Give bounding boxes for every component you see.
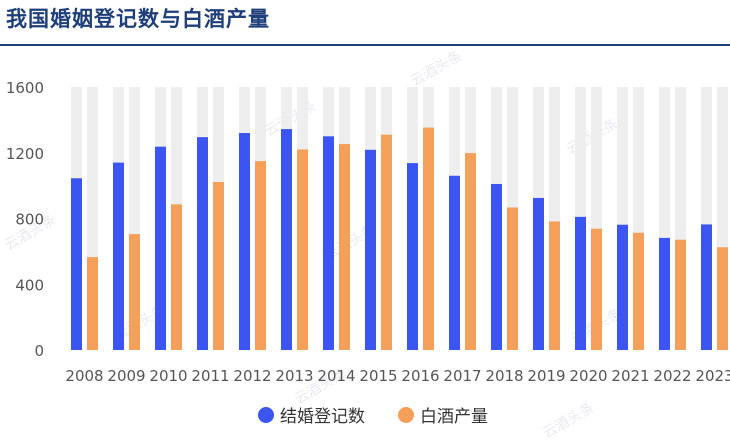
- baijiu-bar: [297, 149, 308, 350]
- bar-track: [549, 87, 560, 350]
- baijiu-bar: [129, 234, 140, 350]
- marriage-bar: [533, 197, 544, 350]
- baijiu-bar: [549, 221, 560, 350]
- x-tick-label: 2015: [359, 367, 397, 385]
- y-tick-label: 400: [15, 276, 44, 294]
- baijiu-bar: [381, 134, 392, 350]
- bar-track: [617, 87, 628, 350]
- baijiu-bar: [171, 204, 182, 350]
- title-underline: [0, 44, 730, 46]
- legend-label-marriage: 结婚登记数: [280, 407, 365, 427]
- baijiu-bar: [675, 239, 686, 350]
- chart-title: 我国婚姻登记数与白酒产量: [6, 7, 270, 31]
- baijiu-bar: [717, 247, 728, 350]
- baijiu-bar: [339, 144, 350, 350]
- legend-marker-baijiu: [398, 406, 414, 423]
- x-tick-label: 2011: [191, 367, 229, 385]
- x-tick-label: 2016: [401, 367, 439, 385]
- legend: 白酒产量: [398, 402, 488, 427]
- bar-track: [633, 87, 644, 350]
- baijiu-bar: [213, 182, 224, 350]
- bar-track: [87, 87, 98, 350]
- marriage-bar: [365, 149, 376, 350]
- x-tick-label: 2018: [485, 367, 523, 385]
- x-tick-label: 2017: [443, 367, 481, 385]
- bar-chart: 0 400 800 1200 1600 2008 2009 2010 2011 2012 2013…: [6, 79, 730, 385]
- marriage-bar: [491, 183, 502, 350]
- baijiu-bar: [255, 161, 266, 350]
- bar-track: [717, 87, 728, 350]
- x-tick-label: 2009: [107, 367, 145, 385]
- legend: 结婚登记数: [258, 402, 365, 427]
- y-tick-label: 1600: [6, 79, 44, 97]
- y-tick-label: 0: [34, 342, 44, 360]
- bar-track: [701, 87, 712, 350]
- marriage-bar: [155, 146, 166, 350]
- marriage-bar: [449, 175, 460, 350]
- bar-track: [659, 87, 670, 350]
- marriage-bar: [281, 129, 292, 350]
- x-tick-label: 2019: [527, 367, 565, 385]
- x-tick-label: 2012: [233, 367, 271, 385]
- marriage-bar: [71, 178, 82, 350]
- baijiu-bar: [633, 232, 644, 350]
- x-tick-label: 2023: [695, 367, 730, 385]
- marriage-bar: [617, 224, 628, 350]
- legend-marker-marriage: [258, 406, 274, 423]
- x-tick-label: 2021: [611, 367, 649, 385]
- y-tick-label: 800: [15, 211, 44, 229]
- x-tick-label: 2022: [653, 367, 691, 385]
- marriage-bar: [239, 133, 250, 350]
- x-tick-label: 2013: [275, 367, 313, 385]
- x-tick-label: 2008: [65, 367, 103, 385]
- marriage-bar: [659, 237, 670, 350]
- baijiu-bar: [87, 257, 98, 350]
- x-tick-label: 2014: [317, 367, 355, 385]
- marriage-bar: [407, 163, 418, 350]
- marriage-bar: [701, 224, 712, 350]
- marriage-bar: [323, 136, 334, 350]
- marriage-bar: [575, 216, 586, 350]
- legend-label-baijiu: 白酒产量: [420, 407, 488, 427]
- x-tick-label: 2010: [149, 367, 187, 385]
- bar-track: [675, 87, 686, 350]
- marriage-bar: [197, 137, 208, 350]
- y-tick-label: 1200: [6, 145, 44, 163]
- bar-track: [129, 87, 140, 350]
- baijiu-bar: [465, 153, 476, 350]
- marriage-bar: [113, 162, 124, 350]
- x-tick-label: 2020: [569, 367, 607, 385]
- baijiu-bar: [423, 127, 434, 351]
- baijiu-bar: [591, 228, 602, 350]
- bar-track: [591, 87, 602, 350]
- baijiu-bar: [507, 207, 518, 350]
